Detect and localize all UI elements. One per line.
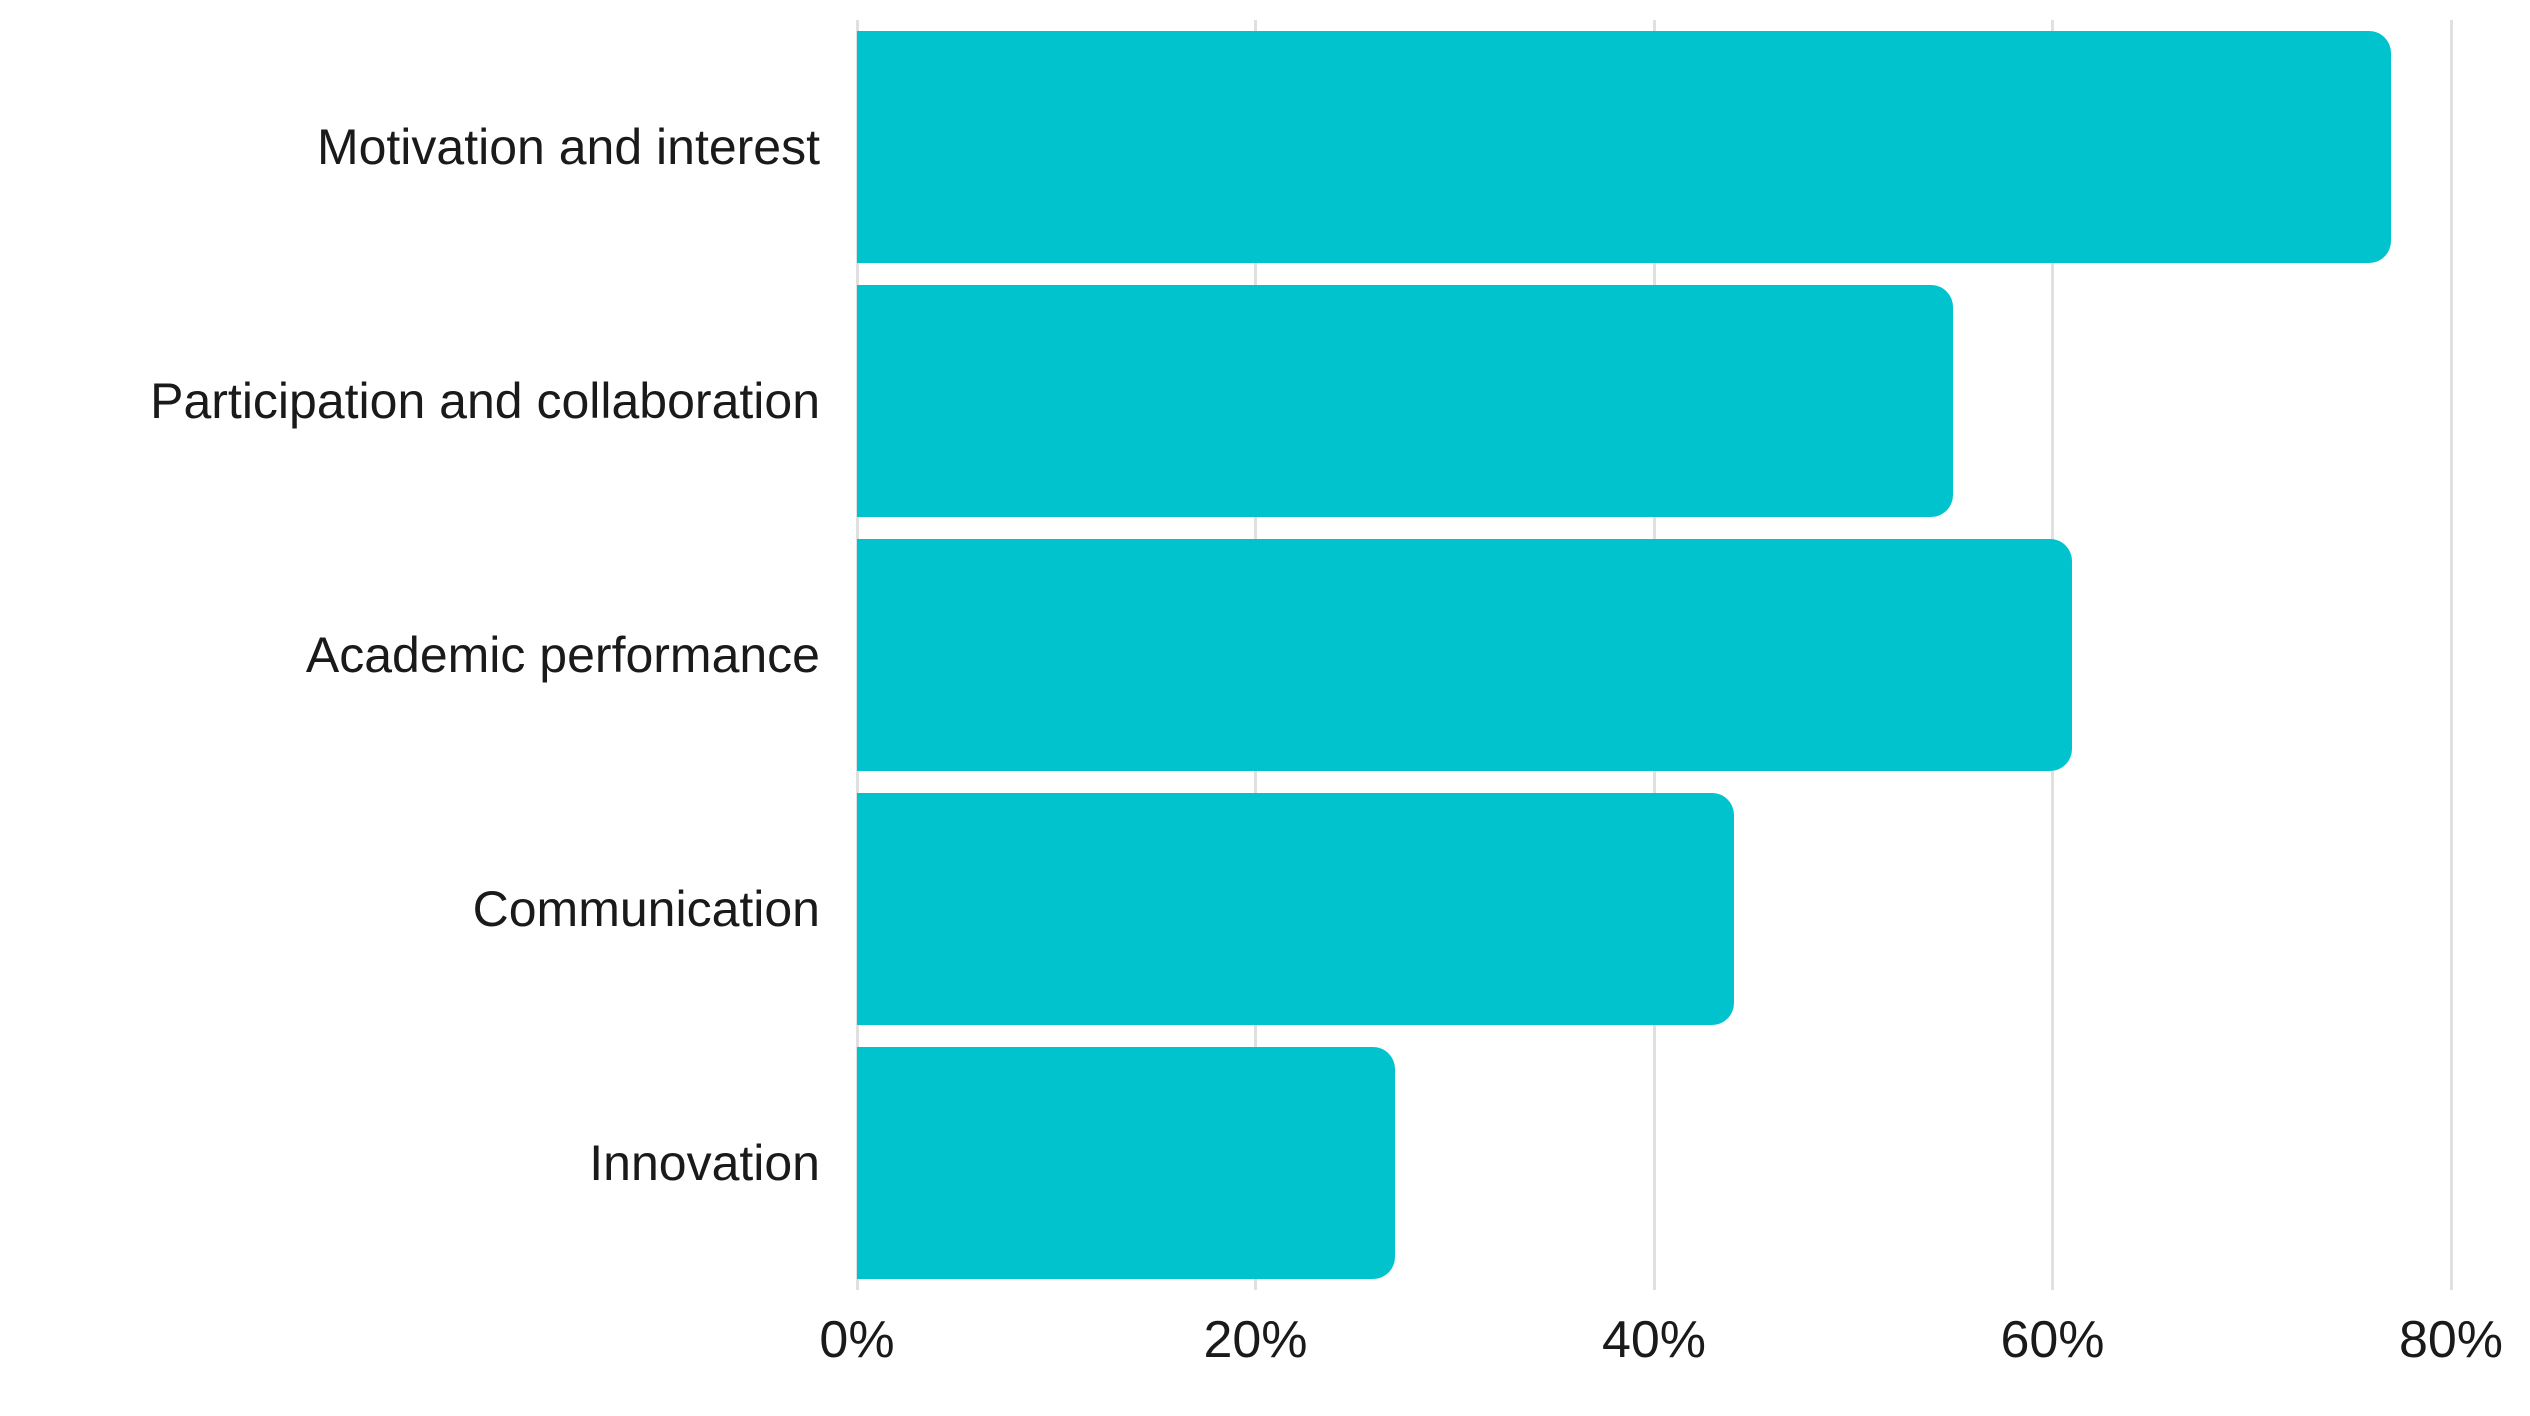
category-label: Participation and collaboration bbox=[150, 373, 820, 429]
category-label: Academic performance bbox=[305, 627, 820, 683]
gridline-80% bbox=[2449, 20, 2453, 1290]
category-label: Innovation bbox=[589, 1135, 820, 1191]
x-tick-label-80%: 80% bbox=[2398, 1311, 2504, 1369]
bar bbox=[857, 793, 1734, 1025]
bar bbox=[857, 31, 2392, 263]
bar bbox=[857, 285, 1953, 517]
category-label: Motivation and interest bbox=[316, 119, 820, 175]
x-tick-label-60%: 60% bbox=[2000, 1311, 2105, 1369]
bar bbox=[857, 1047, 1395, 1279]
x-tick-label-20%: 20% bbox=[1203, 1311, 1308, 1369]
x-tick-label-40%: 40% bbox=[1601, 1311, 1707, 1369]
bar bbox=[857, 539, 2073, 771]
category-label: Communication bbox=[472, 881, 820, 937]
x-tick-label-0%: 0% bbox=[819, 1311, 895, 1369]
